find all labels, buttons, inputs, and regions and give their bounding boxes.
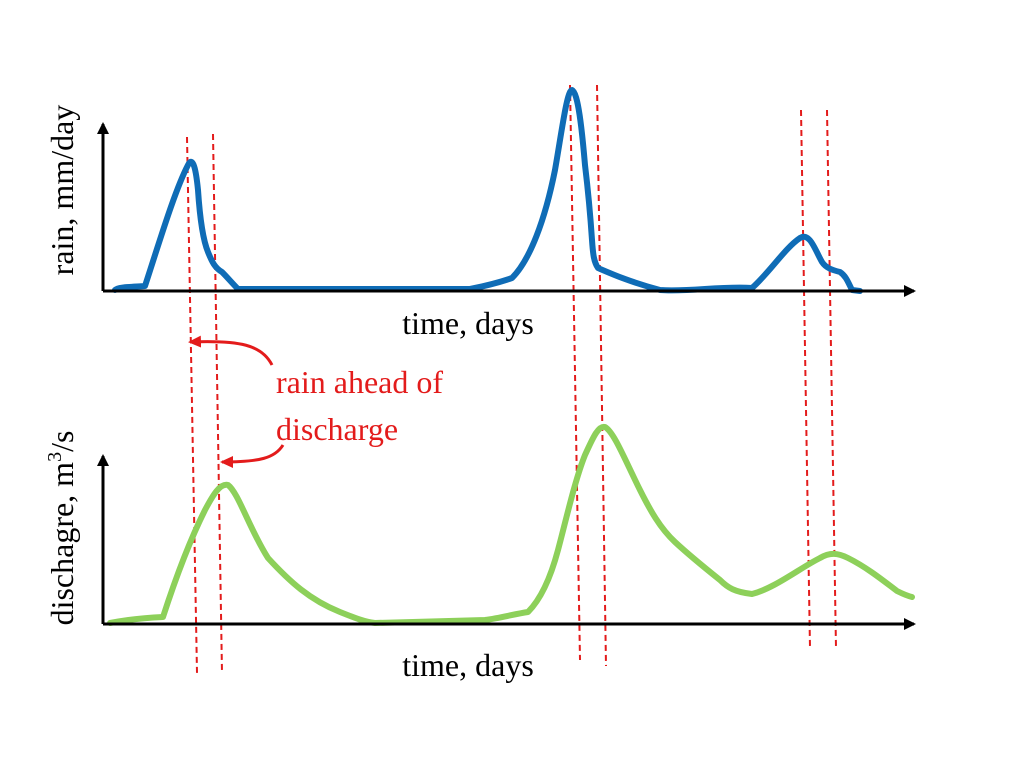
guide-line-6 xyxy=(826,109,837,649)
top-axes xyxy=(97,122,916,297)
guide-line-1 xyxy=(186,136,198,674)
bottom-y-axis-label-main: dischagre, m xyxy=(44,462,80,626)
bottom-y-axis-label: dischagre, m3/s xyxy=(44,431,80,626)
top-y-axis-label: rain, mm/day xyxy=(44,105,80,276)
discharge-curve xyxy=(107,423,915,626)
guide-lines xyxy=(186,84,837,674)
annotation-arrow-upper xyxy=(188,335,274,366)
top-x-axis-label: time, days xyxy=(402,305,534,341)
bottom-y-axis-label-superscript: 3 xyxy=(44,452,66,462)
bottom-y-axis-label-tail: /s xyxy=(44,431,80,452)
bottom-x-axis-label: time, days xyxy=(402,647,534,683)
annotation: rain ahead of discharge xyxy=(188,335,443,468)
guide-line-3 xyxy=(569,84,581,661)
rain-curve xyxy=(112,87,863,294)
guide-line-4 xyxy=(596,84,607,667)
guide-line-2 xyxy=(212,133,223,674)
bottom-axes xyxy=(97,454,916,630)
annotation-text-line-2: discharge xyxy=(276,411,398,447)
annotation-text-line-1: rain ahead of xyxy=(276,364,443,400)
annotation-arrow-lower xyxy=(220,444,285,468)
